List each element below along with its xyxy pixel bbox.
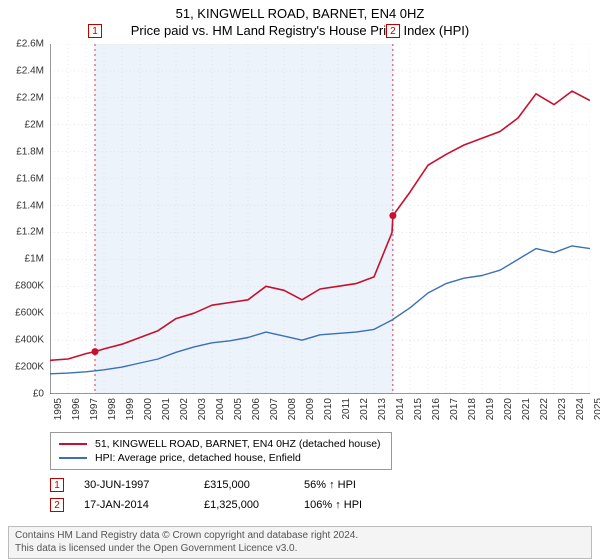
sale-price-2: £1,325,000 [204, 499, 304, 511]
x-tick-label: 2007 [269, 398, 280, 420]
y-tick-label: £0 [33, 389, 44, 400]
x-tick-label: 2023 [557, 398, 568, 420]
plot-svg [50, 44, 590, 394]
x-tick-label: 2004 [215, 398, 226, 420]
sale-date-2: 17-JAN-2014 [84, 499, 204, 511]
x-tick-label: 2000 [143, 398, 154, 420]
legend: 51, KINGWELL ROAD, BARNET, EN4 0HZ (deta… [50, 432, 392, 470]
y-tick-label: £1.8M [16, 146, 44, 157]
x-tick-label: 1995 [53, 398, 64, 420]
chart-container: 51, KINGWELL ROAD, BARNET, EN4 0HZ Price… [0, 0, 600, 560]
x-tick-label: 2020 [503, 398, 514, 420]
legend-row: HPI: Average price, detached house, Enfi… [59, 451, 381, 465]
x-tick-label: 2022 [539, 398, 550, 420]
y-tick-label: £2.2M [16, 92, 44, 103]
sale-date-1: 30-JUN-1997 [84, 479, 204, 491]
y-tick-label: £1.4M [16, 200, 44, 211]
x-tick-label: 2013 [377, 398, 388, 420]
sale-marker-2: 2 [50, 498, 64, 512]
x-tick-label: 2018 [467, 398, 478, 420]
x-tick-label: 2021 [521, 398, 532, 420]
sale-pct-2: 106% ↑ HPI [304, 499, 424, 511]
x-tick-label: 1999 [125, 398, 136, 420]
y-tick-label: £2.6M [16, 39, 44, 50]
x-tick-label: 2014 [395, 398, 406, 420]
y-tick-label: £400K [15, 335, 44, 346]
x-tick-label: 2001 [161, 398, 172, 420]
sale-marker-box: 1 [88, 24, 102, 38]
footer-line1: Contains HM Land Registry data © Crown c… [15, 530, 585, 543]
x-tick-label: 1997 [89, 398, 100, 420]
y-tick-label: £600K [15, 308, 44, 319]
x-tick-label: 2025 [593, 398, 600, 420]
sale-marker-1: 1 [50, 478, 64, 492]
x-tick-label: 2005 [233, 398, 244, 420]
x-tick-label: 2016 [431, 398, 442, 420]
sales-block: 1 30-JUN-1997 £315,000 56% ↑ HPI 2 17-JA… [50, 478, 424, 518]
x-tick-label: 1996 [71, 398, 82, 420]
legend-swatch-1 [59, 443, 87, 445]
legend-label-1: 51, KINGWELL ROAD, BARNET, EN4 0HZ (deta… [95, 438, 381, 450]
sale-marker-box: 2 [386, 24, 400, 38]
legend-row: 51, KINGWELL ROAD, BARNET, EN4 0HZ (deta… [59, 437, 381, 451]
legend-swatch-2 [59, 457, 87, 459]
x-tick-label: 2002 [179, 398, 190, 420]
y-tick-label: £2M [25, 119, 44, 130]
x-tick-label: 2006 [251, 398, 262, 420]
y-tick-label: £1.6M [16, 173, 44, 184]
x-tick-label: 2008 [287, 398, 298, 420]
y-tick-label: £1M [25, 254, 44, 265]
sale-row: 1 30-JUN-1997 £315,000 56% ↑ HPI [50, 478, 424, 492]
y-tick-label: £200K [15, 362, 44, 373]
y-tick-label: £1.2M [16, 227, 44, 238]
x-tick-label: 2003 [197, 398, 208, 420]
x-tick-label: 2012 [359, 398, 370, 420]
y-tick-label: £800K [15, 281, 44, 292]
sale-pct-1: 56% ↑ HPI [304, 479, 424, 491]
x-tick-label: 2017 [449, 398, 460, 420]
x-tick-label: 2011 [341, 398, 352, 420]
x-tick-label: 2019 [485, 398, 496, 420]
sale-price-1: £315,000 [204, 479, 304, 491]
x-tick-label: 2015 [413, 398, 424, 420]
legend-label-2: HPI: Average price, detached house, Enfi… [95, 452, 301, 464]
footer-line2: This data is licensed under the Open Gov… [15, 543, 585, 556]
title-line1: 51, KINGWELL ROAD, BARNET, EN4 0HZ [0, 6, 600, 21]
chart-area: £0£200K£400K£600K£800K£1M£1.2M£1.4M£1.6M… [50, 44, 590, 394]
y-tick-label: £2.4M [16, 65, 44, 76]
x-tick-label: 2009 [305, 398, 316, 420]
x-tick-label: 1998 [107, 398, 118, 420]
sale-row: 2 17-JAN-2014 £1,325,000 106% ↑ HPI [50, 498, 424, 512]
footer: Contains HM Land Registry data © Crown c… [8, 526, 592, 559]
x-tick-label: 2024 [575, 398, 586, 420]
x-tick-label: 2010 [323, 398, 334, 420]
